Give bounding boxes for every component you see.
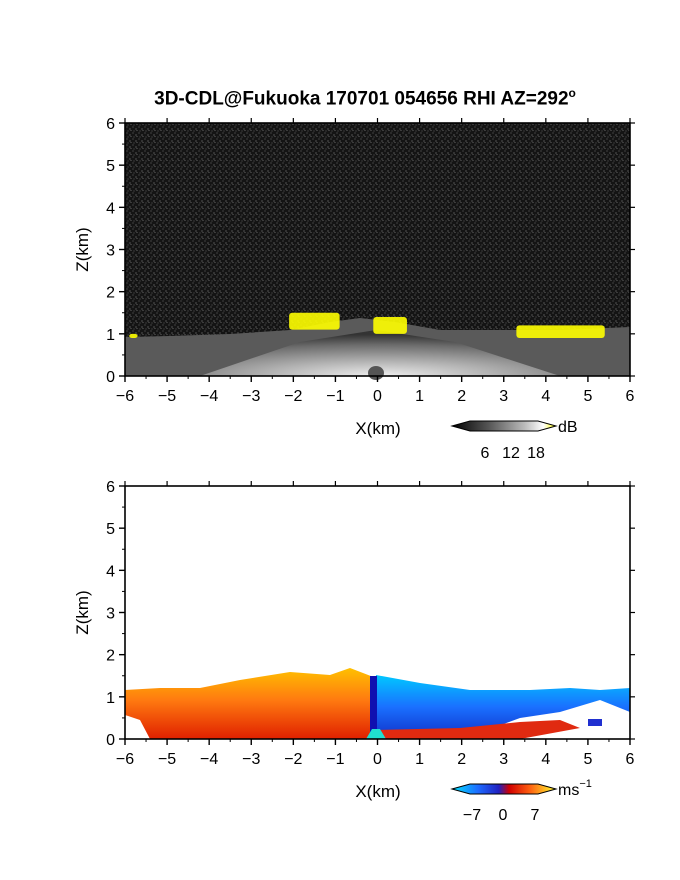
top-y-tick-label: 6 [106, 116, 115, 133]
colorbar-top: dB 6 12 18 [450, 419, 578, 462]
colorbar-bottom-tick-2: 7 [531, 807, 540, 824]
bottom-y-tick-label: 6 [106, 479, 115, 496]
bottom-x-tick-label: 0 [373, 751, 382, 768]
bottom-x-tick-label: −1 [326, 751, 344, 768]
lidar-site-marker [368, 366, 384, 380]
colorbar-bottom-bar [450, 783, 558, 795]
top-x-tick-label: 5 [583, 388, 592, 405]
colorbar-bottom: ms−1 −7 0 7 [450, 778, 592, 824]
degree-symbol: o [568, 86, 576, 100]
bottom-panel [125, 486, 630, 739]
bottom-x-axis-label: X(km) [355, 782, 400, 801]
top-y-tick-label: 0 [106, 369, 115, 386]
bottom-x-tick-label: −4 [200, 751, 218, 768]
top-x-tick-label: 6 [626, 388, 635, 405]
top-highlight-band [516, 325, 605, 339]
top-x-tick-label: −5 [158, 388, 176, 405]
top-highlight-band [289, 312, 340, 330]
bottom-x-tick-label: 6 [626, 751, 635, 768]
bottom-x-tick-label: 3 [499, 751, 508, 768]
colorbar-top-bar [450, 420, 558, 432]
bottom-y-tick-label: 4 [106, 563, 115, 580]
top-y-tick-label: 2 [106, 285, 115, 302]
bottom-x-tick-label: −5 [158, 751, 176, 768]
colorbar-bottom-unit-exp: −1 [579, 778, 592, 790]
top-x-tick-label: −6 [116, 388, 134, 405]
top-y-axis-label: Z(km) [73, 227, 92, 271]
bottom-y-tick-label: 1 [106, 690, 115, 707]
bottom-x-tick-label: 1 [415, 751, 424, 768]
colorbar-bottom-unit-base: ms [558, 782, 579, 799]
colorbar-bottom-tick-0: −7 [463, 807, 481, 824]
chart-title: 3D-CDL@Fukuoka 170701 054656 RHI AZ=292o [0, 86, 680, 110]
chart-title-text: 3D-CDL@Fukuoka 170701 054656 RHI AZ=292 [154, 88, 569, 110]
top-highlight-band [373, 316, 407, 334]
top-x-tick-label: 2 [457, 388, 466, 405]
colorbar-top-tick-0: 6 [481, 445, 490, 462]
colorbar-bottom-tick-1: 0 [499, 807, 508, 824]
top-y-tick-label: 3 [106, 243, 115, 260]
top-x-tick-label: −3 [242, 388, 260, 405]
top-y-tick-label: 5 [106, 158, 115, 175]
top-x-tick-label: 3 [499, 388, 508, 405]
top-x-tick-label: 1 [415, 388, 424, 405]
bottom-y-axis-label: Z(km) [73, 590, 92, 634]
bottom-x-tick-label: 5 [583, 751, 592, 768]
top-x-tick-label: −1 [326, 388, 344, 405]
bottom-near-site-cell [366, 729, 386, 739]
colorbar-bottom-unit: ms−1 [558, 778, 592, 799]
bottom-low-level-red [376, 720, 580, 739]
colorbar-top-unit: dB [558, 419, 578, 436]
bottom-y-tick-label: 5 [106, 521, 115, 538]
top-y-tick-label: 4 [106, 200, 115, 217]
top-x-tick-label: −4 [200, 388, 218, 405]
bottom-negative-x-echo [125, 668, 376, 739]
top-x-tick-label: 0 [373, 388, 382, 405]
top-x-tick-label: −2 [284, 388, 302, 405]
bottom-shear-line [370, 676, 377, 739]
bottom-positive-x-echo [376, 675, 630, 739]
top-panel [125, 123, 630, 380]
top-highlight-band [129, 333, 138, 339]
bottom-x-tick-label: −2 [284, 751, 302, 768]
top-highlight-group [129, 312, 605, 339]
bottom-x-tick-label: −6 [116, 751, 134, 768]
bottom-y-tick-label: 3 [106, 606, 115, 623]
top-x-axis-label: X(km) [355, 419, 400, 438]
bottom-y-tick-label: 0 [106, 732, 115, 749]
colorbar-top-tick-2: 18 [527, 445, 545, 462]
bottom-x-tick-label: −3 [242, 751, 260, 768]
bottom-x-tick-label: 2 [457, 751, 466, 768]
bottom-isolated-cell [588, 719, 602, 726]
top-near-range-cone [200, 330, 560, 376]
top-y-tick-label: 1 [106, 327, 115, 344]
bottom-x-tick-label: 4 [541, 751, 550, 768]
colorbar-top-tick-1: 12 [502, 445, 520, 462]
top-x-tick-label: 4 [541, 388, 550, 405]
bottom-y-tick-label: 2 [106, 648, 115, 665]
